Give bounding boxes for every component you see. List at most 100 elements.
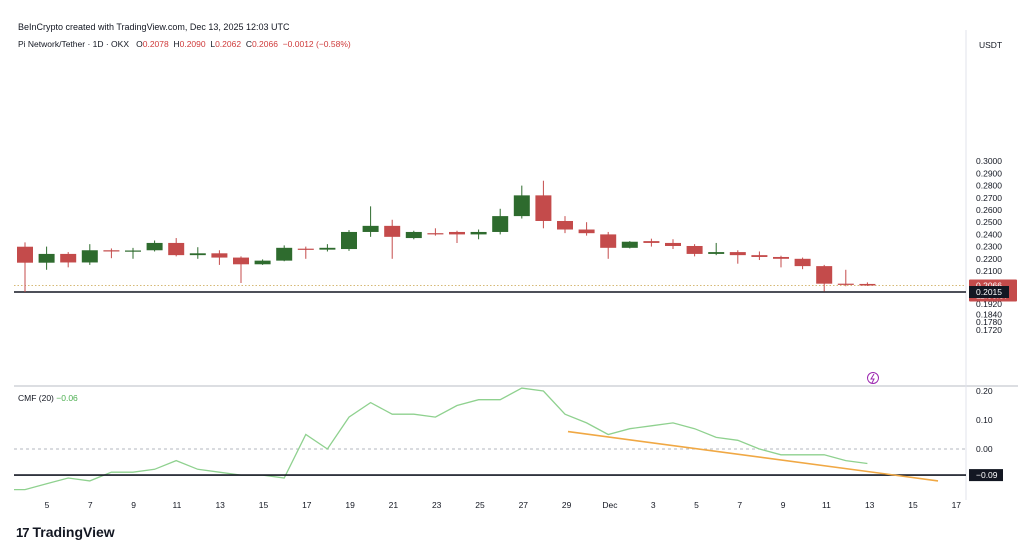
price-tick-label: 0.2700 <box>976 193 1002 203</box>
candle-body <box>319 247 336 250</box>
x-tick-label: 13 <box>215 500 225 510</box>
price-tick-label: 0.2200 <box>976 254 1002 264</box>
cmf-tick-label: 0.00 <box>976 444 993 454</box>
x-tick-label: 21 <box>389 500 399 510</box>
tradingview-logo: 17 TradingView <box>16 524 115 540</box>
cmf-name: CMF (20) <box>18 393 54 403</box>
lightning-icon <box>867 372 879 384</box>
candle-body <box>146 242 163 251</box>
candle-body <box>708 252 725 254</box>
cmf-level-tag <box>969 469 1003 482</box>
tradingview-logo-icon: 17 <box>16 524 30 540</box>
x-tick-label: 15 <box>259 500 269 510</box>
candle-body <box>513 195 530 217</box>
x-tick-label: 27 <box>519 500 529 510</box>
cmf-indicator-label: CMF (20) −0.06 <box>18 393 78 403</box>
low-label: L <box>210 39 216 49</box>
candle-body <box>427 233 444 235</box>
x-tick-label: 13 <box>865 500 875 510</box>
candle-body <box>38 253 55 263</box>
candle-body <box>233 257 249 265</box>
cmf-value: −0.06 <box>56 393 78 403</box>
candle-body <box>81 250 98 263</box>
candle-body <box>643 241 660 243</box>
chart-attribution: BeInCrypto created with TradingView.com,… <box>18 22 290 32</box>
price-tick-label: 0.2100 <box>976 266 1002 276</box>
candle-body <box>686 245 703 254</box>
price-axis-unit: USDT <box>979 40 1003 50</box>
candle-body <box>816 266 833 284</box>
lightning-icon-bolt <box>870 373 875 384</box>
candle-body <box>751 255 768 257</box>
symbol-info-bar: Pi Network/Tether · 1D · OKX O0.2078 H0.… <box>18 39 351 49</box>
low-value: 0.2062 <box>215 39 242 49</box>
symbol-name: Pi Network/Tether · 1D · OKX <box>18 39 130 49</box>
candle-body <box>297 248 314 250</box>
price-tick-label: 0.2800 <box>976 181 1002 191</box>
candle-body <box>621 241 638 248</box>
candle-body <box>276 247 293 261</box>
candle-body <box>125 250 141 252</box>
x-tick-label: 23 <box>432 500 442 510</box>
x-tick-label: 7 <box>88 500 93 510</box>
x-tick-label: 25 <box>475 500 485 510</box>
cmf-line <box>14 387 868 491</box>
price-tick-label: 0.2500 <box>976 217 1002 227</box>
x-tick-label: 5 <box>694 500 699 510</box>
x-tick-label: 3 <box>651 500 656 510</box>
candle-body <box>17 246 33 263</box>
candle-body <box>103 250 120 252</box>
x-tick-label: 17 <box>952 500 962 510</box>
price-tick-label: 0.1720 <box>976 325 1002 335</box>
candle-body <box>405 231 422 239</box>
x-tick-label: 9 <box>131 500 136 510</box>
high-label: H <box>173 39 180 49</box>
price-tick-label: 0.3000 <box>976 156 1002 166</box>
price-tick-label: 0.2300 <box>976 242 1002 252</box>
x-tick-label: 5 <box>45 500 50 510</box>
x-tick-label: 15 <box>908 500 918 510</box>
candle-body <box>535 195 552 221</box>
candle-body <box>168 242 185 256</box>
cmf-tick-label: 0.10 <box>976 415 993 425</box>
candle-body <box>557 220 573 230</box>
x-tick-label: 17 <box>302 500 312 510</box>
cmf-level-value: −0.09 <box>976 470 998 480</box>
candle-body <box>837 283 854 285</box>
close-label: C <box>245 39 252 49</box>
candle-body <box>492 216 509 232</box>
price-tick-label: 0.2400 <box>976 229 1002 239</box>
candle-body <box>362 225 379 232</box>
candle-body <box>729 252 746 256</box>
candle-body <box>60 253 77 263</box>
price-tick-label: 0.1780 <box>976 317 1002 327</box>
x-tick-label: 9 <box>781 500 786 510</box>
open-value: 0.2078 <box>142 39 169 49</box>
close-value: 0.2066 <box>251 39 278 49</box>
cmf-tick-label: 0.20 <box>976 386 993 396</box>
current-price-value: 0.2066 <box>976 280 1002 290</box>
candle-body <box>794 258 811 267</box>
candle-body <box>600 234 617 248</box>
candle-body <box>578 229 595 234</box>
candle-body <box>470 231 487 235</box>
support-price-tag <box>969 286 1009 298</box>
candle-body <box>189 253 206 256</box>
candle-body <box>665 242 681 246</box>
high-value: 0.2090 <box>179 39 206 49</box>
candle-body <box>449 231 465 235</box>
candle-body <box>773 256 789 259</box>
tradingview-logo-text: TradingView <box>32 524 115 540</box>
x-tick-label: 19 <box>345 500 355 510</box>
x-tick-label: Dec <box>602 500 618 510</box>
price-tick-label: 0.1840 <box>976 309 1002 319</box>
x-tick-label: 11 <box>172 500 181 510</box>
candle-body <box>254 260 271 265</box>
price-tick-label: 0.2600 <box>976 205 1002 215</box>
change-value: −0.0012 (−0.58%) <box>282 39 351 49</box>
price-tick-label: 0.1920 <box>976 299 1002 309</box>
x-tick-label: 7 <box>737 500 742 510</box>
x-tick-label: 11 <box>822 500 831 510</box>
x-tick-label: 29 <box>562 500 572 510</box>
